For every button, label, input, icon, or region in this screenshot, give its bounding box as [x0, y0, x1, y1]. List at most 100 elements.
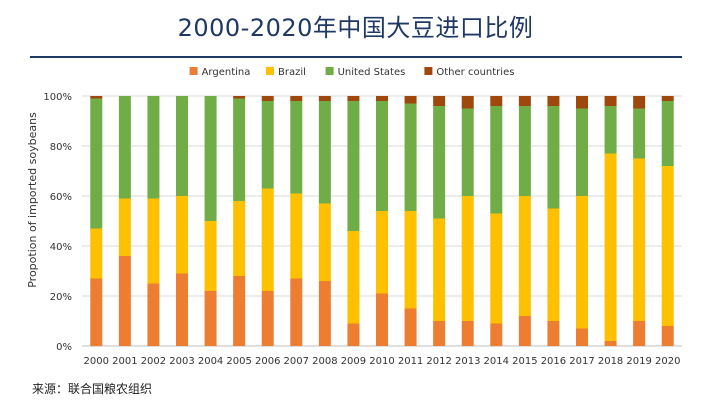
- legend-label: Brazil: [278, 67, 306, 78]
- bar-united-states-2005: [233, 98, 246, 201]
- bar-united-states-2012: [433, 106, 446, 219]
- x-tick-label: 2006: [255, 356, 280, 367]
- x-tick-label: 2015: [512, 356, 537, 367]
- bar-argentina-2008: [318, 281, 331, 346]
- x-tick-label: 2018: [598, 356, 623, 367]
- x-tick-label: 2002: [141, 356, 166, 367]
- x-tick-label: 2016: [541, 356, 566, 367]
- y-tick-label: 20%: [50, 292, 72, 303]
- bar-brazil-2000: [90, 228, 103, 279]
- title-underline: [30, 56, 682, 58]
- bar-other-countries-2013: [461, 96, 474, 109]
- x-tick-label: 2013: [455, 356, 480, 367]
- legend-swatch-united-states: [325, 67, 334, 75]
- legend-swatch-argentina: [189, 67, 198, 75]
- bar-united-states-2000: [90, 98, 103, 229]
- bar-united-states-2013: [461, 108, 474, 196]
- bar-argentina-2018: [604, 341, 617, 346]
- bar-other-countries-2006: [261, 96, 274, 101]
- bar-brazil-2003: [176, 196, 188, 274]
- y-tick-label: 80%: [50, 142, 72, 153]
- bar-argentina-2000: [90, 278, 103, 346]
- bar-united-states-2015: [518, 106, 531, 196]
- bar-argentina-2002: [147, 283, 160, 346]
- x-tick-label: 2004: [198, 356, 223, 367]
- legend: Argentina Brazil United States Other countr…: [189, 67, 514, 78]
- bar-united-states-2007: [290, 101, 303, 194]
- legend-label: Argentina: [202, 67, 251, 78]
- x-tick-label: 2007: [284, 356, 309, 367]
- bar-other-countries-2009: [347, 96, 360, 101]
- bar-brazil-2004: [204, 221, 217, 291]
- bar-other-countries-2012: [433, 96, 446, 106]
- bar-united-states-2017: [576, 108, 588, 196]
- bar-united-states-2006: [261, 101, 274, 189]
- bar-other-countries-2011: [404, 96, 417, 104]
- x-tick-label: 2012: [426, 356, 451, 367]
- bar-united-states-2004: [204, 96, 217, 221]
- y-tick-label: 0%: [56, 342, 72, 353]
- bar-brazil-2008: [318, 203, 331, 281]
- bar-other-countries-2014: [490, 96, 503, 106]
- bar-other-countries-2005: [233, 96, 246, 99]
- x-tick-label: 2001: [112, 356, 137, 367]
- bar-brazil-2017: [576, 196, 588, 329]
- bar-brazil-2007: [290, 193, 303, 279]
- bar-argentina-2015: [518, 316, 531, 346]
- bar-brazil-2011: [404, 211, 417, 309]
- bar-brazil-2005: [233, 201, 246, 276]
- bar-united-states-2011: [404, 103, 417, 211]
- legend-swatch-brazil: [266, 67, 274, 75]
- legend-swatch-other-countries: [424, 67, 433, 75]
- bar-other-countries-2000: [90, 96, 103, 99]
- bar-argentina-2012: [433, 321, 446, 346]
- bar-argentina-2013: [461, 321, 474, 346]
- bar-argentina-2001: [118, 256, 131, 346]
- bar-brazil-2019: [633, 158, 646, 321]
- bar-brazil-2001: [118, 198, 131, 256]
- x-tick-label: 2005: [226, 356, 251, 367]
- bar-other-countries-2007: [290, 96, 303, 101]
- bar-brazil-2014: [490, 213, 503, 324]
- bar-brazil-2012: [433, 218, 446, 321]
- bar-other-countries-2008: [318, 96, 331, 101]
- bar-united-states-2018: [604, 106, 617, 154]
- bar-argentina-2014: [490, 323, 503, 346]
- bar-brazil-2002: [147, 198, 160, 284]
- legend-label: Other countries: [436, 67, 514, 78]
- y-tick-label: 40%: [50, 242, 72, 253]
- bar-argentina-2005: [233, 276, 246, 346]
- x-tick-label: 2003: [169, 356, 194, 367]
- x-tick-label: 2009: [341, 356, 366, 367]
- chart-title: 2000-2020年中国大豆进口比例: [177, 14, 534, 42]
- x-tick-label: 2010: [369, 356, 394, 367]
- bar-brazil-2020: [661, 166, 674, 326]
- x-tick-label: 2019: [626, 356, 651, 367]
- bar-argentina-2020: [661, 326, 674, 346]
- bar-brazil-2010: [376, 211, 388, 294]
- bar-united-states-2016: [547, 106, 560, 209]
- x-tick-label: 2014: [484, 356, 509, 367]
- legend-label: United States: [338, 67, 406, 78]
- bar-brazil-2016: [547, 208, 560, 321]
- x-axis: 2000 2001 2002 2003 2004 2005 2006 2007 2008 2009…: [84, 356, 681, 367]
- bars: [90, 96, 674, 346]
- bar-argentina-2019: [633, 321, 646, 346]
- bar-argentina-2010: [376, 293, 388, 346]
- y-tick-label: 100%: [43, 92, 72, 103]
- y-axis: 0% 20% 40% 60% 80% 100%: [43, 92, 72, 353]
- y-axis-label: Propotion of imported soybeans: [26, 112, 39, 288]
- bar-united-states-2019: [633, 108, 646, 159]
- bar-united-states-2009: [347, 101, 360, 231]
- bar-other-countries-2019: [633, 96, 646, 109]
- bar-other-countries-2018: [604, 96, 617, 106]
- bar-united-states-2003: [176, 96, 188, 196]
- bar-brazil-2015: [518, 196, 531, 316]
- bar-united-states-2002: [147, 96, 160, 199]
- bar-other-countries-2017: [576, 96, 588, 109]
- bar-united-states-2020: [661, 101, 674, 166]
- bar-united-states-2001: [118, 96, 131, 199]
- bar-brazil-2013: [461, 196, 474, 321]
